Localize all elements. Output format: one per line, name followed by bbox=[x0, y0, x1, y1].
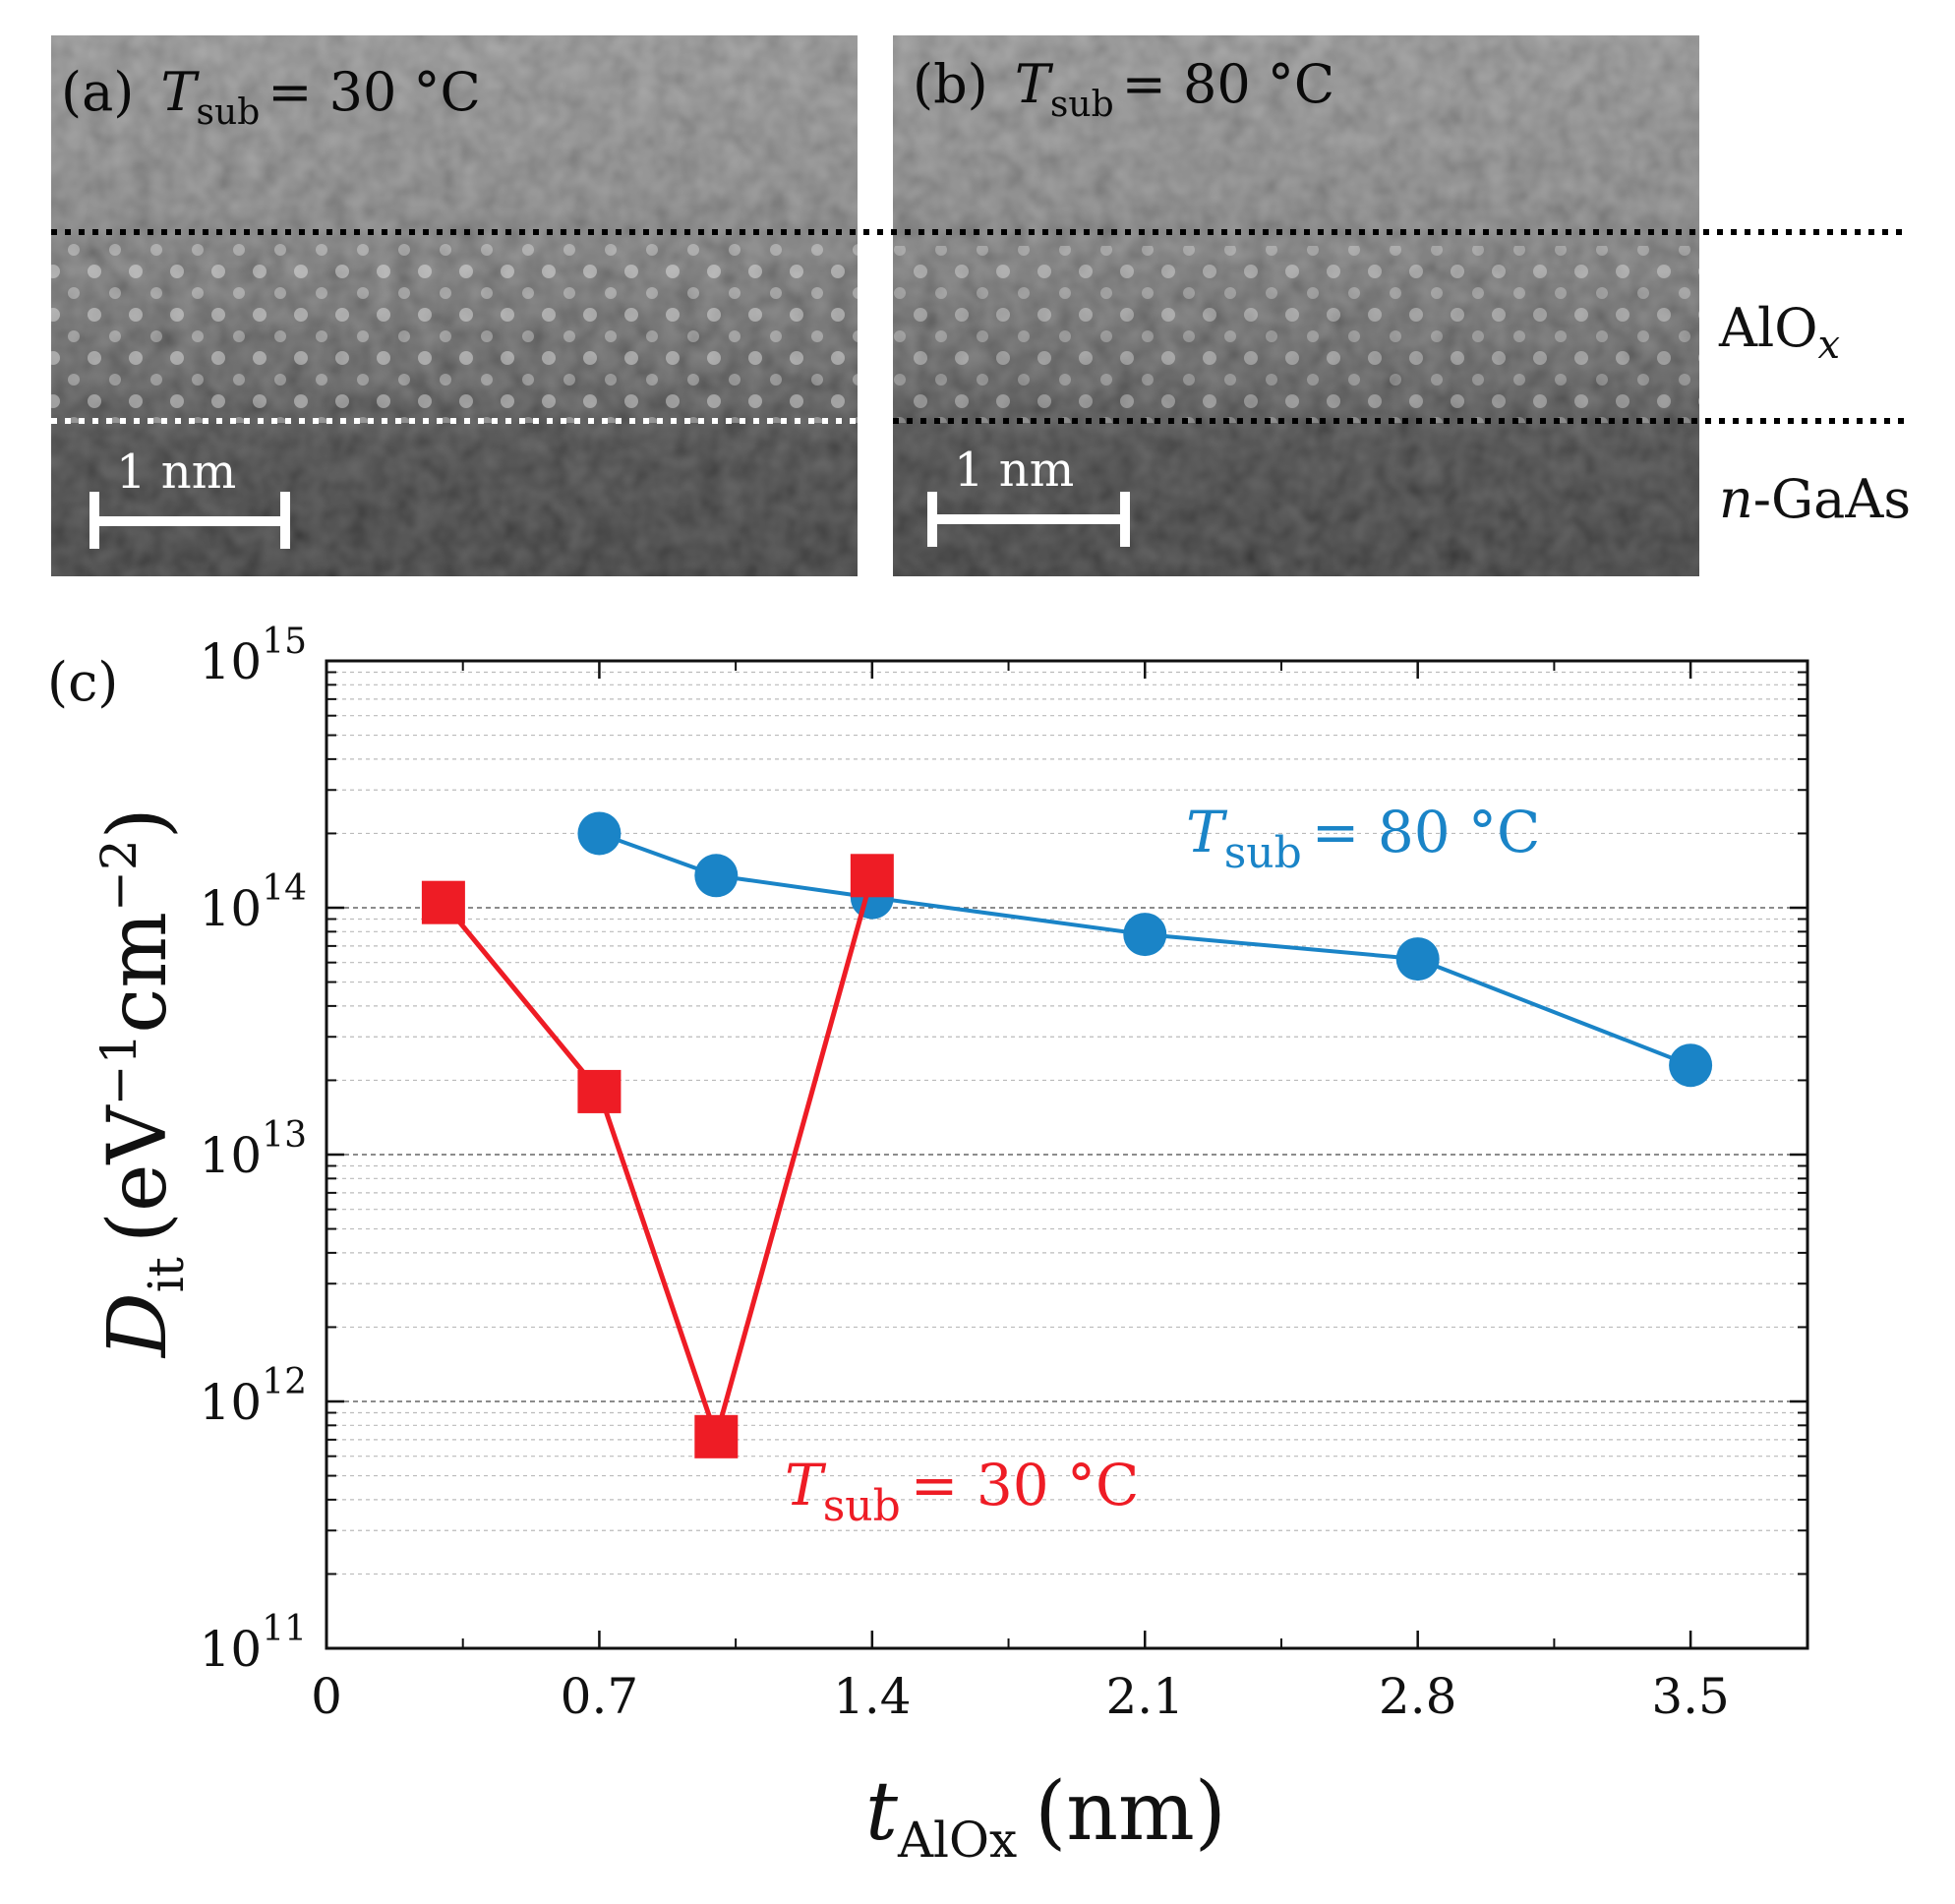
x-tick-label: 2.8 bbox=[1379, 1668, 1457, 1725]
scale-bar-a-label: 1 nm bbox=[116, 445, 236, 500]
x-axis-title: tAlOx (nm) bbox=[865, 1765, 1226, 1869]
series-line-1 bbox=[441, 874, 875, 1446]
x-tick-label: 0.7 bbox=[561, 1668, 639, 1725]
layer-label-aloxx: AlOx bbox=[1718, 297, 1840, 368]
y-axis-title: Dit(eV−1cm−2) bbox=[90, 807, 195, 1359]
data-point-circle bbox=[1395, 937, 1440, 982]
data-point-square bbox=[694, 1414, 739, 1458]
scale-bar-b: 1 nm bbox=[927, 443, 1130, 547]
x-tick-label: 2.1 bbox=[1105, 1668, 1184, 1725]
data-point-square bbox=[421, 880, 465, 924]
y-tick-label: 1013 bbox=[200, 1115, 307, 1184]
panel-a-label: (a) Tsub = 30 °C bbox=[61, 61, 481, 133]
x-tick-label: 0 bbox=[311, 1668, 342, 1725]
data-point-circle bbox=[577, 811, 622, 856]
tem-lattice-a bbox=[51, 236, 858, 423]
x-tick-label: 3.5 bbox=[1651, 1668, 1730, 1725]
scale-bar-b-label: 1 nm bbox=[954, 443, 1074, 498]
series-label-30c: Tsub = 30 °C bbox=[785, 1452, 1139, 1531]
panel-b-label: (b) Tsub = 80 °C bbox=[913, 53, 1334, 125]
series bbox=[421, 811, 1713, 1458]
tem-lattice-b bbox=[893, 246, 1699, 423]
y-tick-label: 1012 bbox=[200, 1362, 307, 1431]
data-point-circle bbox=[694, 854, 739, 898]
series-label-80c: Tsub = 80 °C bbox=[1186, 799, 1540, 878]
y-tick-label: 1011 bbox=[200, 1609, 307, 1678]
data-point-circle bbox=[1669, 1043, 1713, 1088]
panel-c-label: (c) bbox=[47, 651, 118, 713]
data-point-circle bbox=[1123, 913, 1167, 957]
ticks: 1011 1012 1013 1014 1015 0 0.7 1.4 2.1 2.8 3.5 bbox=[200, 622, 1807, 1725]
panel-a: (a) Tsub = 30 °C 1 nm bbox=[51, 35, 858, 576]
x-tick-label: 1.4 bbox=[833, 1668, 912, 1725]
y-tick-label: 1014 bbox=[200, 868, 307, 937]
grid bbox=[326, 671, 1807, 1576]
data-point-square bbox=[577, 1069, 622, 1113]
scale-bar-a: 1 nm bbox=[89, 445, 290, 549]
panel-b: (b) Tsub = 80 °C 1 nm bbox=[893, 35, 1699, 576]
data-point-square bbox=[850, 854, 894, 898]
chart-c: 1011 1012 1013 1014 1015 0 0.7 1.4 2.1 2.8 3.5 bbox=[200, 622, 1809, 1725]
layer-label-gaas: n-GaAs bbox=[1719, 468, 1911, 530]
y-tick-label: 1015 bbox=[200, 622, 307, 690]
